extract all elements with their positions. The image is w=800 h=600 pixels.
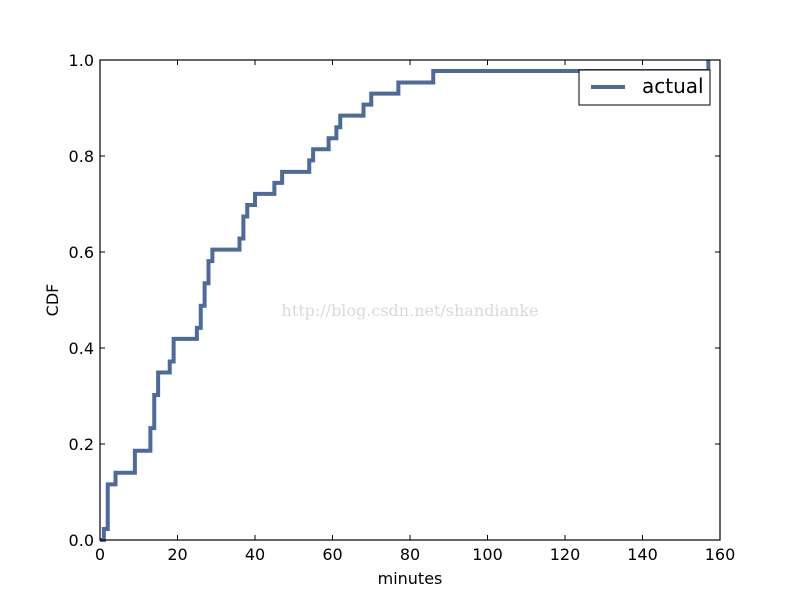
y-tick-label: 0.0	[69, 531, 94, 550]
y-tick-label: 0.8	[69, 147, 94, 166]
x-axis-label: minutes	[378, 569, 443, 588]
plot-frame	[99, 59, 721, 541]
x-tick-label: 160	[705, 545, 736, 564]
y-tick-label: 0.4	[69, 339, 94, 358]
y-tick-label: 1.0	[69, 51, 94, 70]
legend: actual	[578, 69, 711, 106]
series-layer	[100, 60, 711, 542]
x-tick-label: 60	[322, 545, 342, 564]
x-tick-label: 0	[95, 545, 105, 564]
x-tick-label: 40	[245, 545, 265, 564]
watermark-text: http://blog.csdn.net/shandianke	[281, 301, 538, 320]
ticks-layer: 0 20 40 60 80 100 120 140 160 0.0 0.2 0.4 0.6 0.8 1.0	[69, 51, 736, 564]
watermark: http://blog.csdn.net/shandianke	[281, 301, 538, 320]
legend-label-actual: actual	[642, 74, 704, 98]
x-tick-label: 140	[627, 545, 658, 564]
x-tick-label: 120	[550, 545, 581, 564]
y-tick-label: 0.2	[69, 435, 94, 454]
y-tick-label: 0.6	[69, 243, 94, 262]
x-tick-label: 80	[400, 545, 420, 564]
x-tick-label: 100	[472, 545, 503, 564]
x-tick-label: 20	[167, 545, 187, 564]
y-axis-label: CDF	[43, 284, 62, 317]
series-line-actual	[100, 60, 711, 542]
